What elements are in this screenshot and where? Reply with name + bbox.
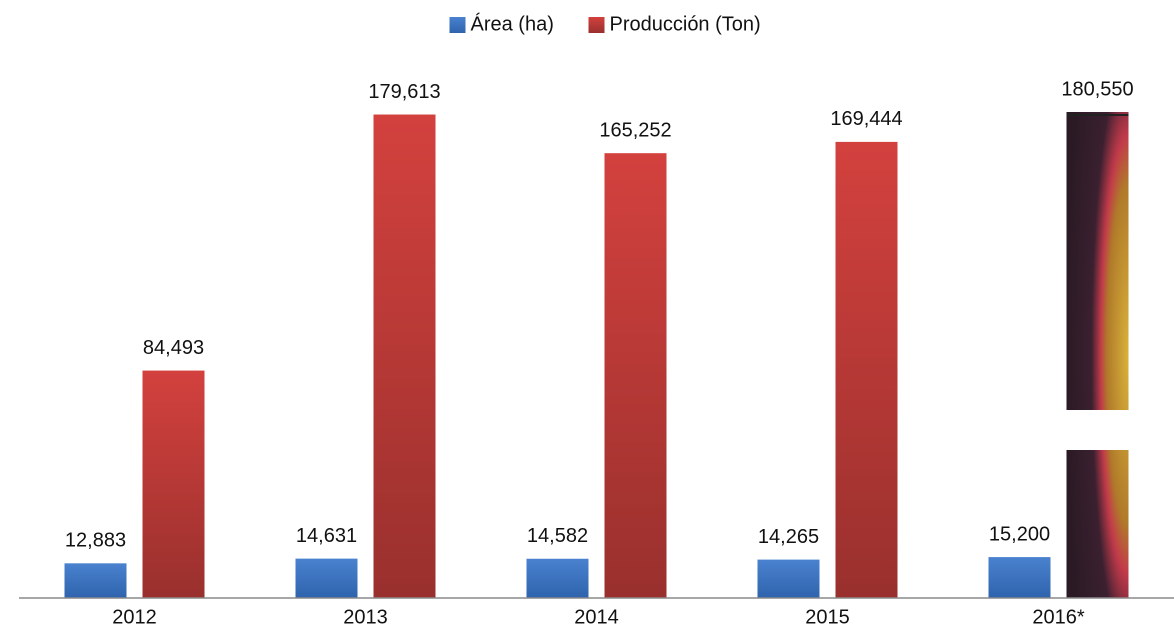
data-label: 15,200: [989, 523, 1050, 545]
bar: [373, 114, 436, 599]
x-tick-label: 2013: [343, 606, 388, 628]
bar: [142, 370, 205, 598]
x-tick-label: 2014: [574, 606, 619, 628]
data-label: 12,883: [65, 530, 126, 552]
bar: [295, 558, 358, 598]
x-tick-label: 2016*: [1032, 606, 1084, 628]
legend-label: Producción (Ton): [610, 13, 761, 35]
fruit-gap: [1066, 410, 1129, 450]
legend-label: Área (ha): [471, 12, 554, 35]
data-label: 14,582: [527, 525, 588, 547]
data-label: 179,613: [368, 81, 440, 103]
bar: [1066, 112, 1129, 598]
bar: [64, 563, 127, 598]
legend-swatch: [449, 17, 466, 33]
bar: [526, 558, 589, 598]
data-label: 14,631: [296, 525, 357, 547]
data-label: 165,252: [599, 119, 671, 141]
data-label: 14,265: [758, 526, 819, 548]
data-label: 169,444: [830, 108, 902, 130]
bar: [835, 141, 898, 599]
data-label: 84,493: [143, 337, 204, 359]
data-label: 180,550: [1061, 78, 1133, 100]
bar: [757, 559, 820, 598]
bar: [604, 153, 667, 598]
bar: [988, 557, 1051, 598]
x-tick-label: 2012: [112, 606, 157, 628]
legend-swatch: [588, 17, 605, 33]
x-tick-label: 2015: [805, 606, 850, 628]
